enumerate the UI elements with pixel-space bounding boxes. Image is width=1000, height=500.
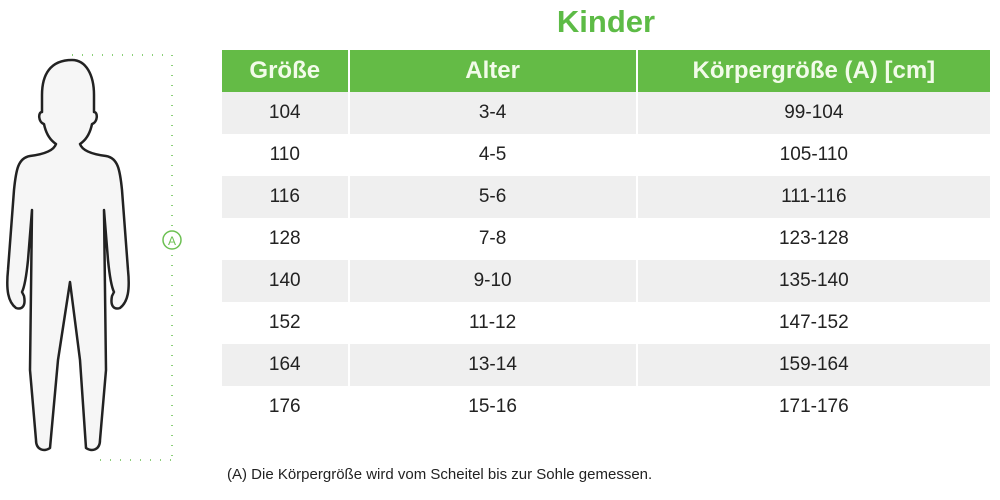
table-row: 140 9-10 135-140 xyxy=(222,260,990,302)
cell-size: 104 xyxy=(222,92,350,134)
cell-height: 159-164 xyxy=(636,344,990,386)
cell-age: 4-5 xyxy=(348,134,638,176)
cell-height: 123-128 xyxy=(778,228,849,249)
cell-age: 5-6 xyxy=(348,176,638,218)
cell-height: 105-110 xyxy=(779,144,848,165)
cell-size: 152 xyxy=(222,302,350,344)
cell-age: 13-14 xyxy=(348,344,638,386)
cell-height: 135-140 xyxy=(636,260,990,302)
cell-height: 99-104 xyxy=(636,92,990,134)
cell-size: 110 xyxy=(222,134,350,176)
cell-age: 3-4 xyxy=(348,92,638,134)
table-row: 164 13-14 159-164 xyxy=(222,344,990,386)
page-title: Kinder xyxy=(556,4,656,39)
cell-age: 11-12 xyxy=(348,302,638,344)
footnote: (A) Die Körpergröße wird vom Scheitel bi… xyxy=(227,466,653,483)
header-age: Alter xyxy=(348,50,638,92)
table-row: 116 5-6 111-116 xyxy=(222,176,990,218)
cell-age: 7-8 xyxy=(348,218,638,260)
table-row: 152 11-12 147-152 xyxy=(222,302,990,344)
child-silhouette-icon: A xyxy=(6,54,182,461)
cell-size: 116 xyxy=(222,176,350,218)
cell-size: 164 xyxy=(222,344,350,386)
cell-height: 147-152 xyxy=(778,312,849,333)
cell-height: 111-116 xyxy=(636,176,990,218)
cell-size: 176 xyxy=(222,386,350,428)
cell-age: 15-16 xyxy=(348,386,638,428)
table-row: 104 3-4 99-104 xyxy=(222,92,990,134)
cell-size: 128 xyxy=(222,218,350,260)
table-row: 176 15-16 171-176 xyxy=(222,386,990,428)
cell-size: 140 xyxy=(222,260,350,302)
cell-height: 171-176 xyxy=(778,396,849,417)
header-height: Körpergröße (A) [cm] xyxy=(636,50,990,92)
table-row: 110 4-5 105-110 xyxy=(222,134,990,176)
header-size: Größe xyxy=(222,50,350,92)
size-table: Größe Alter Körpergröße (A) [cm] 104 3-4 9… xyxy=(222,50,990,428)
cell-age: 9-10 xyxy=(348,260,638,302)
measure-label-icon xyxy=(162,230,182,250)
table-row: 128 7-8 123-128 xyxy=(222,218,990,260)
table-header-row: Größe Alter Körpergröße (A) [cm] xyxy=(222,50,990,92)
measure-label: A xyxy=(168,234,176,248)
